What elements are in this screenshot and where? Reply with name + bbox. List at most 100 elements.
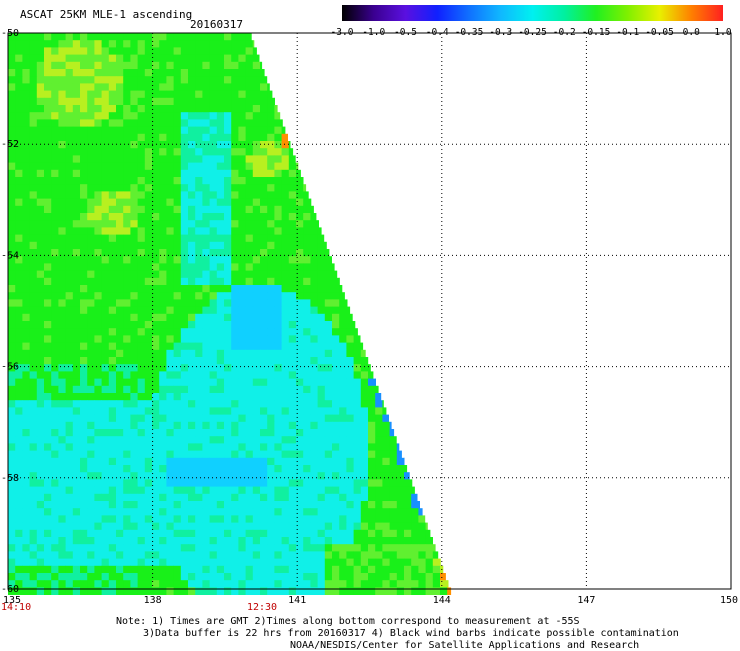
swath-cell	[195, 565, 203, 574]
swath-cell	[123, 335, 131, 343]
swath-cell	[166, 501, 174, 509]
swath-cell	[339, 285, 343, 293]
swath-cell	[332, 544, 340, 552]
swath-cell	[274, 479, 282, 487]
swath-cell	[29, 83, 38, 91]
swath-cell	[108, 155, 117, 163]
swath-cell	[8, 169, 16, 178]
swath-cell	[22, 472, 30, 480]
swath-cell	[303, 443, 311, 451]
swath-cell	[188, 263, 196, 271]
swath-cell	[173, 501, 182, 509]
swath-cell	[238, 299, 246, 307]
swath-cell	[36, 335, 45, 343]
swath-cell	[216, 436, 225, 444]
swath-cell	[144, 76, 153, 84]
swath-cell	[159, 515, 167, 523]
swath-cell	[252, 457, 261, 466]
swath-cell	[418, 522, 426, 531]
swath-cell	[101, 364, 110, 372]
swath-cell	[404, 472, 410, 480]
swath-cell	[216, 529, 225, 538]
swath-cell	[296, 342, 304, 351]
swath-cell	[101, 292, 110, 300]
swath-cell	[188, 493, 196, 502]
swath-cell	[188, 486, 196, 495]
swath-cell	[267, 270, 275, 279]
swath-cell	[173, 198, 182, 207]
swath-cell	[44, 501, 52, 509]
swath-cell	[44, 407, 52, 415]
swath-cell	[65, 515, 74, 523]
swath-cell	[288, 191, 297, 199]
swath-cell	[224, 501, 232, 509]
swath-cell	[173, 400, 182, 408]
swath-cell	[252, 234, 261, 243]
swath-cell	[87, 486, 95, 495]
swath-cell	[245, 249, 254, 257]
swath-cell	[425, 558, 434, 567]
swath-cell	[180, 414, 189, 423]
swath-cell	[245, 256, 254, 264]
swath-cell	[101, 558, 110, 567]
swath-cell	[29, 357, 38, 365]
swath-cell	[267, 544, 275, 552]
swath-cell	[80, 263, 88, 271]
swath-cell	[152, 357, 160, 365]
swath-cell	[173, 587, 182, 595]
swath-cell	[310, 443, 318, 451]
swath-cell	[94, 436, 102, 444]
swath-cell	[195, 573, 203, 581]
time-label: 14:10	[1, 602, 31, 613]
swath-cell	[123, 558, 131, 567]
swath-cell	[180, 493, 189, 502]
swath-cell	[238, 493, 246, 502]
swath-cell	[245, 501, 254, 509]
swath-cell	[101, 40, 110, 48]
swath-cell	[324, 414, 333, 423]
swath-cell	[224, 551, 232, 559]
swath-cell	[332, 472, 340, 480]
swath-cell	[346, 522, 354, 531]
swath-cell	[159, 479, 167, 487]
swath-cell	[94, 371, 102, 379]
swath-cell	[36, 198, 45, 207]
swath-cell	[180, 162, 189, 171]
swath-cell	[396, 580, 405, 588]
swath-cell	[267, 299, 275, 307]
swath-cell	[108, 90, 117, 99]
swath-cell	[274, 220, 282, 228]
swath-cell	[360, 565, 369, 574]
swath-cell	[36, 241, 45, 250]
swath-cell	[296, 241, 304, 250]
swath-cell	[209, 61, 218, 70]
swath-cell	[267, 385, 275, 394]
swath-cell	[36, 162, 45, 171]
swath-cell	[80, 270, 88, 279]
swath-cell	[260, 544, 268, 552]
swath-cell	[252, 587, 261, 595]
swath-cell	[252, 177, 261, 185]
swath-cell	[238, 220, 246, 228]
swath-cell	[94, 83, 102, 91]
swath-cell	[159, 400, 167, 408]
swath-cell	[173, 580, 182, 588]
swath-cell	[238, 565, 246, 574]
swath-cell	[231, 364, 239, 372]
swath-cell	[152, 83, 160, 91]
swath-cell	[108, 421, 117, 430]
swath-cell	[209, 299, 218, 307]
swath-cell	[274, 515, 282, 523]
swath-cell	[310, 328, 318, 336]
swath-cell	[108, 249, 117, 257]
swath-cell	[137, 529, 146, 538]
swath-cell	[195, 256, 203, 264]
swath-cell	[36, 184, 45, 192]
swath-cell	[29, 587, 38, 595]
swath-cell	[231, 285, 239, 293]
swath-cell	[317, 227, 322, 235]
swath-cell	[303, 349, 311, 358]
swath-cell	[173, 385, 182, 394]
swath-cell	[173, 241, 182, 250]
swath-cell	[195, 385, 203, 394]
